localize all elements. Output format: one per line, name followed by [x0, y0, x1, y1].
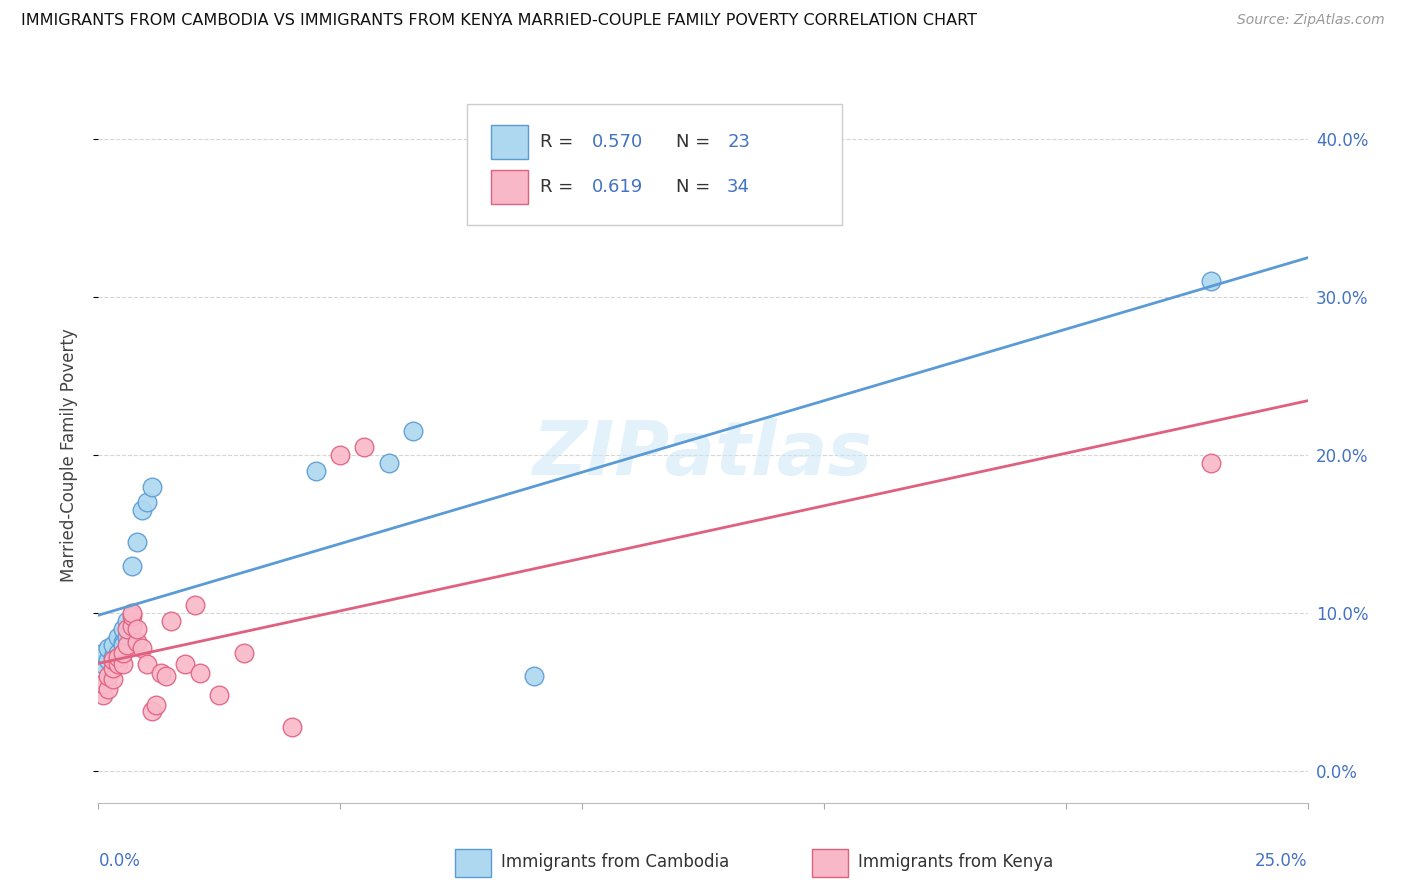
- Point: [117, 630, 139, 644]
- Point: [127, 634, 149, 648]
- Text: IMMIGRANTS FROM CAMBODIA VS IMMIGRANTS FROM KENYA MARRIED-COUPLE FAMILY POVERTY : IMMIGRANTS FROM CAMBODIA VS IMMIGRANTS F…: [21, 13, 977, 29]
- Point: [117, 638, 139, 652]
- Point: [97, 653, 120, 667]
- Point: [111, 638, 134, 652]
- Point: [188, 666, 211, 681]
- Point: [107, 657, 129, 671]
- Point: [101, 650, 124, 665]
- FancyBboxPatch shape: [492, 125, 527, 159]
- Point: [305, 464, 328, 478]
- FancyBboxPatch shape: [492, 170, 527, 203]
- Point: [208, 688, 231, 702]
- Point: [141, 704, 163, 718]
- Point: [1199, 456, 1222, 470]
- Point: [184, 598, 207, 612]
- Point: [1199, 274, 1222, 288]
- Point: [97, 640, 120, 655]
- Text: ZIPatlas: ZIPatlas: [533, 418, 873, 491]
- Text: Source: ZipAtlas.com: Source: ZipAtlas.com: [1237, 13, 1385, 28]
- Point: [91, 657, 114, 671]
- Point: [127, 622, 149, 636]
- Text: 0.619: 0.619: [592, 178, 643, 196]
- Point: [91, 646, 114, 660]
- Point: [141, 479, 163, 493]
- Point: [121, 558, 143, 573]
- Point: [111, 646, 134, 660]
- Point: [101, 673, 124, 687]
- Point: [97, 681, 120, 696]
- Point: [111, 657, 134, 671]
- Point: [281, 720, 304, 734]
- Point: [121, 606, 143, 620]
- Text: R =: R =: [540, 178, 579, 196]
- Text: R =: R =: [540, 133, 579, 151]
- Point: [150, 666, 173, 681]
- Point: [145, 698, 167, 712]
- Point: [107, 630, 129, 644]
- Text: 0.570: 0.570: [592, 133, 643, 151]
- Point: [111, 634, 134, 648]
- Point: [127, 534, 149, 549]
- Text: 34: 34: [727, 178, 751, 196]
- FancyBboxPatch shape: [456, 849, 492, 877]
- Y-axis label: Married-Couple Family Poverty: Married-Couple Family Poverty: [59, 328, 77, 582]
- Point: [121, 618, 143, 632]
- Point: [107, 650, 129, 665]
- Point: [402, 424, 425, 438]
- Point: [155, 669, 177, 683]
- Point: [97, 669, 120, 683]
- Point: [121, 609, 143, 624]
- Point: [523, 669, 546, 683]
- Point: [117, 614, 139, 628]
- Point: [91, 688, 114, 702]
- FancyBboxPatch shape: [467, 103, 842, 226]
- Point: [111, 622, 134, 636]
- Point: [117, 622, 139, 636]
- Point: [160, 614, 183, 628]
- Point: [101, 638, 124, 652]
- Point: [135, 495, 157, 509]
- FancyBboxPatch shape: [811, 849, 848, 877]
- Point: [101, 661, 124, 675]
- Text: N =: N =: [676, 178, 717, 196]
- Point: [174, 657, 197, 671]
- Point: [101, 653, 124, 667]
- Point: [377, 456, 399, 470]
- Point: [353, 440, 375, 454]
- Point: [329, 448, 352, 462]
- Point: [131, 503, 153, 517]
- Text: Immigrants from Kenya: Immigrants from Kenya: [858, 853, 1053, 871]
- Text: 25.0%: 25.0%: [1256, 852, 1308, 870]
- Point: [107, 646, 129, 660]
- Point: [232, 646, 254, 660]
- Text: N =: N =: [676, 133, 717, 151]
- Point: [135, 657, 157, 671]
- Point: [131, 640, 153, 655]
- Text: 23: 23: [727, 133, 751, 151]
- Text: Immigrants from Cambodia: Immigrants from Cambodia: [501, 853, 730, 871]
- Text: 0.0%: 0.0%: [98, 852, 141, 870]
- Point: [91, 677, 114, 691]
